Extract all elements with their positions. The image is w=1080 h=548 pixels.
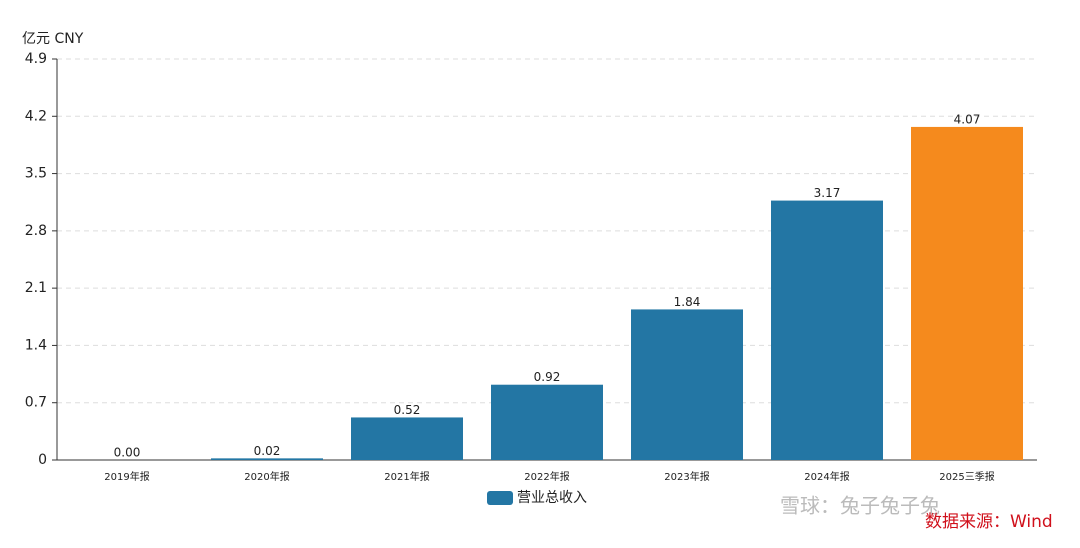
bar [631,309,743,460]
source-note: 数据来源：Wind [925,512,1053,532]
legend-swatch [487,491,513,505]
y-axis-unit: 亿元 CNY [22,31,84,47]
value-label: 0.00 [114,446,141,460]
y-tick-label: 2.1 [25,280,47,296]
y-tick-label: 4.2 [25,108,47,124]
x-tick-label: 2023年报 [664,470,709,483]
x-tick-label: 2019年报 [104,470,149,483]
value-label: 3.17 [814,186,841,200]
value-label: 4.07 [954,112,981,126]
value-label: 0.02 [254,444,281,458]
value-label: 1.84 [674,295,701,309]
y-tick-label: 4.9 [25,51,47,67]
bar [491,384,603,460]
y-tick-label: 0.7 [25,395,47,411]
y-tick-label: 1.4 [25,337,47,353]
bar [911,126,1023,460]
value-label: 0.52 [394,403,421,417]
value-label: 0.92 [534,370,561,384]
bar [351,417,463,460]
x-tick-label: 2025三季报 [939,470,994,483]
y-tick-label: 0 [38,452,47,468]
legend-label: 营业总收入 [517,490,587,506]
x-tick-label: 2020年报 [244,470,289,483]
x-tick-label: 2022年报 [524,470,569,483]
x-tick-label: 2021年报 [384,470,429,483]
watermark: 雪球：兔子兔子兔 [780,494,940,518]
x-tick-label: 2024年报 [804,470,849,483]
bar [211,458,323,460]
bar [771,200,883,460]
y-tick-label: 3.5 [25,166,47,182]
y-tick-label: 2.8 [25,223,47,239]
